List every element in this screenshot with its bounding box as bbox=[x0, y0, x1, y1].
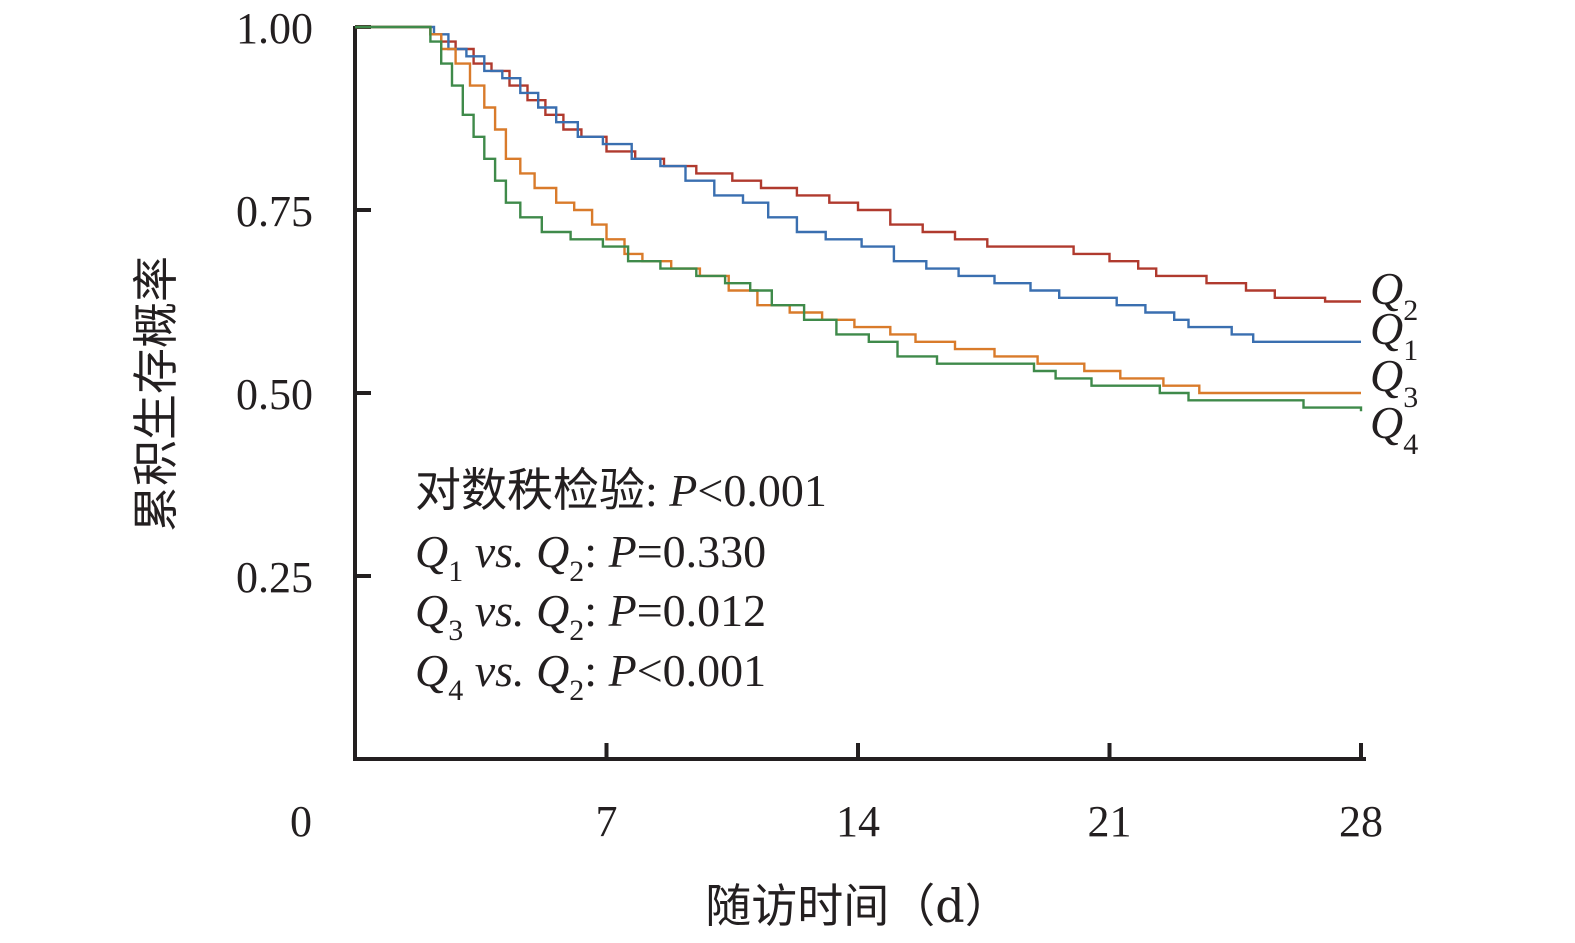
y-tick-label-0: 1.00 bbox=[236, 4, 313, 53]
annotation-line-4: Q4 vs. Q2: P<0.001 bbox=[415, 645, 766, 707]
x-axis-title: 随访时间（d） bbox=[705, 879, 1010, 933]
x-tick-label-2: 14 bbox=[836, 797, 880, 846]
series-line-q4 bbox=[355, 25, 1363, 412]
y-tick-label-1: 0.75 bbox=[236, 187, 313, 236]
x-tick-label-4: 28 bbox=[1339, 797, 1383, 846]
series-label-q3: Q3 bbox=[1370, 350, 1418, 414]
series-label-q2: Q2 bbox=[1370, 263, 1418, 327]
x-tick-label-0: 0 bbox=[290, 797, 312, 846]
y-tick-label-2: 0.50 bbox=[236, 370, 313, 419]
series-lines bbox=[355, 25, 1363, 412]
x-ticks: 0 7 14 21 28 bbox=[290, 743, 1383, 846]
x-tick-label-1: 7 bbox=[596, 797, 618, 846]
y-ticks: 1.00 0.75 0.50 0.25 bbox=[236, 4, 371, 602]
y-tick-label-3: 0.25 bbox=[236, 553, 313, 602]
series-label-q4: Q4 bbox=[1370, 397, 1418, 461]
annotation-line-3: Q3 vs. Q2: P=0.012 bbox=[415, 585, 766, 647]
series-line-q1 bbox=[355, 25, 1361, 343]
x-tick-label-3: 21 bbox=[1088, 797, 1132, 846]
series-label-q1: Q1 bbox=[1370, 303, 1418, 367]
y-axis-title: 累积生存概率 bbox=[129, 256, 183, 532]
annotation-line-2: Q1 vs. Q2: P=0.330 bbox=[415, 526, 766, 588]
annotation-line-1: 对数秩检验: P<0.001 bbox=[415, 465, 827, 516]
series-line-q2 bbox=[355, 25, 1361, 303]
